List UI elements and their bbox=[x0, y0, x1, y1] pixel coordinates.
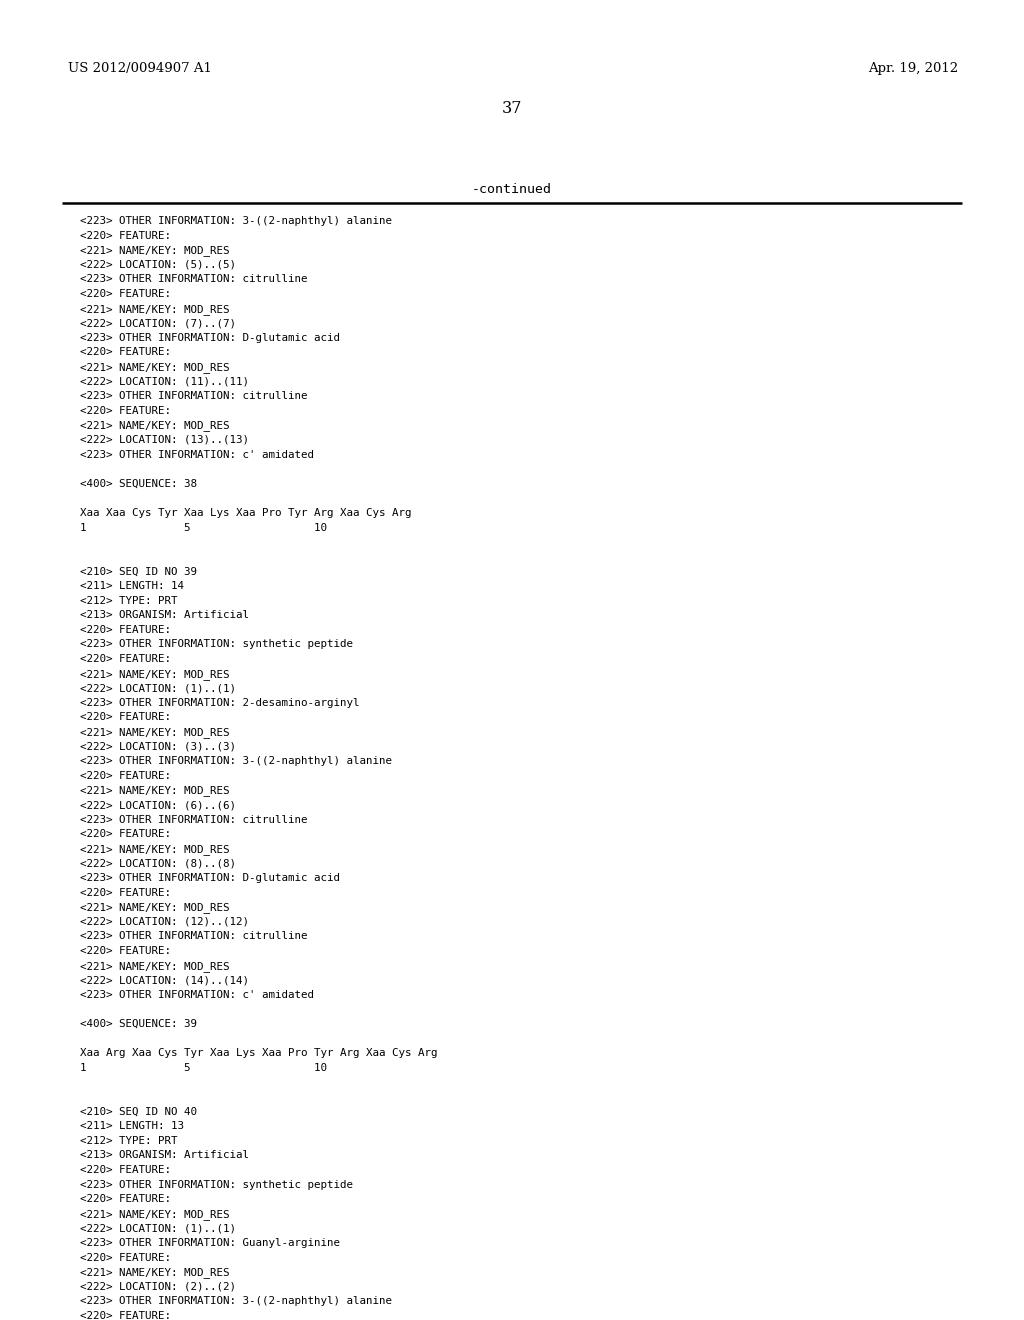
Text: <221> NAME/KEY: MOD_RES: <221> NAME/KEY: MOD_RES bbox=[80, 961, 229, 972]
Text: <221> NAME/KEY: MOD_RES: <221> NAME/KEY: MOD_RES bbox=[80, 420, 229, 432]
Text: <222> LOCATION: (14)..(14): <222> LOCATION: (14)..(14) bbox=[80, 975, 249, 985]
Text: <222> LOCATION: (12)..(12): <222> LOCATION: (12)..(12) bbox=[80, 917, 249, 927]
Text: <220> FEATURE:: <220> FEATURE: bbox=[80, 624, 171, 635]
Text: <223> OTHER INFORMATION: citrulline: <223> OTHER INFORMATION: citrulline bbox=[80, 391, 307, 401]
Text: <222> LOCATION: (3)..(3): <222> LOCATION: (3)..(3) bbox=[80, 742, 236, 751]
Text: <223> OTHER INFORMATION: Guanyl-arginine: <223> OTHER INFORMATION: Guanyl-arginine bbox=[80, 1238, 340, 1247]
Text: <223> OTHER INFORMATION: 2-desamino-arginyl: <223> OTHER INFORMATION: 2-desamino-argi… bbox=[80, 698, 359, 708]
Text: <223> OTHER INFORMATION: 3-((2-naphthyl) alanine: <223> OTHER INFORMATION: 3-((2-naphthyl)… bbox=[80, 216, 392, 226]
Text: <221> NAME/KEY: MOD_RES: <221> NAME/KEY: MOD_RES bbox=[80, 1267, 229, 1278]
Text: <210> SEQ ID NO 40: <210> SEQ ID NO 40 bbox=[80, 1106, 197, 1117]
Text: <400> SEQUENCE: 38: <400> SEQUENCE: 38 bbox=[80, 479, 197, 488]
Text: Apr. 19, 2012: Apr. 19, 2012 bbox=[868, 62, 958, 75]
Text: <213> ORGANISM: Artificial: <213> ORGANISM: Artificial bbox=[80, 610, 249, 620]
Text: <223> OTHER INFORMATION: citrulline: <223> OTHER INFORMATION: citrulline bbox=[80, 932, 307, 941]
Text: <222> LOCATION: (1)..(1): <222> LOCATION: (1)..(1) bbox=[80, 1224, 236, 1233]
Text: <223> OTHER INFORMATION: c' amidated: <223> OTHER INFORMATION: c' amidated bbox=[80, 990, 314, 999]
Text: <222> LOCATION: (2)..(2): <222> LOCATION: (2)..(2) bbox=[80, 1282, 236, 1292]
Text: <222> LOCATION: (8)..(8): <222> LOCATION: (8)..(8) bbox=[80, 858, 236, 869]
Text: <223> OTHER INFORMATION: c' amidated: <223> OTHER INFORMATION: c' amidated bbox=[80, 450, 314, 459]
Text: <222> LOCATION: (6)..(6): <222> LOCATION: (6)..(6) bbox=[80, 800, 236, 810]
Text: <221> NAME/KEY: MOD_RES: <221> NAME/KEY: MOD_RES bbox=[80, 362, 229, 374]
Text: <210> SEQ ID NO 39: <210> SEQ ID NO 39 bbox=[80, 566, 197, 577]
Text: <220> FEATURE:: <220> FEATURE: bbox=[80, 289, 171, 300]
Text: <220> FEATURE:: <220> FEATURE: bbox=[80, 1166, 171, 1175]
Text: <222> LOCATION: (11)..(11): <222> LOCATION: (11)..(11) bbox=[80, 376, 249, 387]
Text: <223> OTHER INFORMATION: citrulline: <223> OTHER INFORMATION: citrulline bbox=[80, 814, 307, 825]
Text: <221> NAME/KEY: MOD_RES: <221> NAME/KEY: MOD_RES bbox=[80, 843, 229, 855]
Text: <221> NAME/KEY: MOD_RES: <221> NAME/KEY: MOD_RES bbox=[80, 785, 229, 796]
Text: <221> NAME/KEY: MOD_RES: <221> NAME/KEY: MOD_RES bbox=[80, 669, 229, 680]
Text: <211> LENGTH: 14: <211> LENGTH: 14 bbox=[80, 581, 184, 591]
Text: <220> FEATURE:: <220> FEATURE: bbox=[80, 653, 171, 664]
Text: <222> LOCATION: (5)..(5): <222> LOCATION: (5)..(5) bbox=[80, 260, 236, 269]
Text: <213> ORGANISM: Artificial: <213> ORGANISM: Artificial bbox=[80, 1151, 249, 1160]
Text: <223> OTHER INFORMATION: citrulline: <223> OTHER INFORMATION: citrulline bbox=[80, 275, 307, 284]
Text: <223> OTHER INFORMATION: 3-((2-naphthyl) alanine: <223> OTHER INFORMATION: 3-((2-naphthyl)… bbox=[80, 1296, 392, 1307]
Text: <223> OTHER INFORMATION: synthetic peptide: <223> OTHER INFORMATION: synthetic pepti… bbox=[80, 1180, 353, 1189]
Text: <222> LOCATION: (7)..(7): <222> LOCATION: (7)..(7) bbox=[80, 318, 236, 329]
Text: <220> FEATURE:: <220> FEATURE: bbox=[80, 1253, 171, 1263]
Text: <221> NAME/KEY: MOD_RES: <221> NAME/KEY: MOD_RES bbox=[80, 304, 229, 314]
Text: <220> FEATURE:: <220> FEATURE: bbox=[80, 887, 171, 898]
Text: <223> OTHER INFORMATION: D-glutamic acid: <223> OTHER INFORMATION: D-glutamic acid bbox=[80, 873, 340, 883]
Text: -continued: -continued bbox=[472, 183, 552, 195]
Text: <220> FEATURE:: <220> FEATURE: bbox=[80, 946, 171, 956]
Text: <220> FEATURE:: <220> FEATURE: bbox=[80, 829, 171, 840]
Text: <220> FEATURE:: <220> FEATURE: bbox=[80, 1195, 171, 1204]
Text: <220> FEATURE:: <220> FEATURE: bbox=[80, 771, 171, 781]
Text: <223> OTHER INFORMATION: D-glutamic acid: <223> OTHER INFORMATION: D-glutamic acid bbox=[80, 333, 340, 343]
Text: 37: 37 bbox=[502, 100, 522, 117]
Text: <211> LENGTH: 13: <211> LENGTH: 13 bbox=[80, 1121, 184, 1131]
Text: <220> FEATURE:: <220> FEATURE: bbox=[80, 713, 171, 722]
Text: <220> FEATURE:: <220> FEATURE: bbox=[80, 405, 171, 416]
Text: 1               5                   10: 1 5 10 bbox=[80, 523, 327, 532]
Text: 1               5                   10: 1 5 10 bbox=[80, 1063, 327, 1073]
Text: <222> LOCATION: (1)..(1): <222> LOCATION: (1)..(1) bbox=[80, 684, 236, 693]
Text: <223> OTHER INFORMATION: 3-((2-naphthyl) alanine: <223> OTHER INFORMATION: 3-((2-naphthyl)… bbox=[80, 756, 392, 766]
Text: Xaa Arg Xaa Cys Tyr Xaa Lys Xaa Pro Tyr Arg Xaa Cys Arg: Xaa Arg Xaa Cys Tyr Xaa Lys Xaa Pro Tyr … bbox=[80, 1048, 437, 1059]
Text: <222> LOCATION: (13)..(13): <222> LOCATION: (13)..(13) bbox=[80, 436, 249, 445]
Text: <400> SEQUENCE: 39: <400> SEQUENCE: 39 bbox=[80, 1019, 197, 1030]
Text: Xaa Xaa Cys Tyr Xaa Lys Xaa Pro Tyr Arg Xaa Cys Arg: Xaa Xaa Cys Tyr Xaa Lys Xaa Pro Tyr Arg … bbox=[80, 508, 412, 517]
Text: <221> NAME/KEY: MOD_RES: <221> NAME/KEY: MOD_RES bbox=[80, 1209, 229, 1220]
Text: US 2012/0094907 A1: US 2012/0094907 A1 bbox=[68, 62, 212, 75]
Text: <221> NAME/KEY: MOD_RES: <221> NAME/KEY: MOD_RES bbox=[80, 246, 229, 256]
Text: <220> FEATURE:: <220> FEATURE: bbox=[80, 231, 171, 240]
Text: <223> OTHER INFORMATION: synthetic peptide: <223> OTHER INFORMATION: synthetic pepti… bbox=[80, 639, 353, 649]
Text: <212> TYPE: PRT: <212> TYPE: PRT bbox=[80, 595, 177, 606]
Text: <220> FEATURE:: <220> FEATURE: bbox=[80, 347, 171, 358]
Text: <221> NAME/KEY: MOD_RES: <221> NAME/KEY: MOD_RES bbox=[80, 902, 229, 913]
Text: <220> FEATURE:: <220> FEATURE: bbox=[80, 1311, 171, 1320]
Text: <221> NAME/KEY: MOD_RES: <221> NAME/KEY: MOD_RES bbox=[80, 727, 229, 738]
Text: <212> TYPE: PRT: <212> TYPE: PRT bbox=[80, 1135, 177, 1146]
